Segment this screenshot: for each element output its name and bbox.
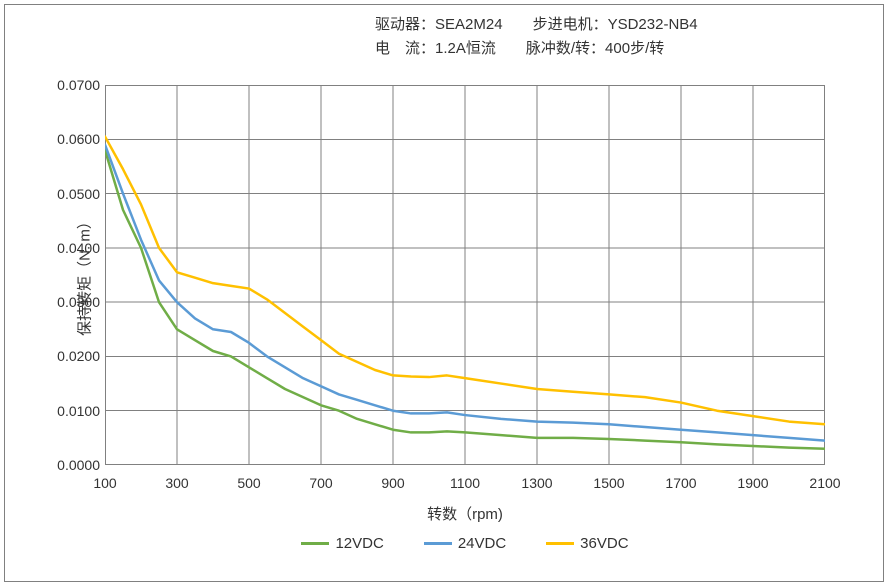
plot-area [105, 85, 825, 465]
info-pulse: 脉冲数/转：400步/转 [526, 37, 664, 61]
x-tick-label: 1500 [593, 475, 624, 491]
info-motor-label: 步进电机： [533, 16, 608, 33]
chart-container: 驱动器：SEA2M24 步进电机：YSD232-NB4 电 流：1.2A恒流 脉… [4, 4, 884, 582]
info-pulse-value: 400步/转 [605, 40, 664, 57]
info-driver: 驱动器：SEA2M24 [375, 13, 503, 37]
legend: 12VDC 24VDC 36VDC [105, 535, 825, 552]
info-motor-value: YSD232-NB4 [608, 16, 698, 33]
info-current: 电 流：1.2A恒流 [375, 37, 496, 61]
y-tick-label: 0.0100 [57, 403, 100, 419]
x-tick-label: 100 [93, 475, 116, 491]
info-pulse-label: 脉冲数/转： [526, 40, 605, 57]
x-tick-label: 700 [309, 475, 332, 491]
info-current-value: 1.2A恒流 [435, 40, 496, 57]
legend-swatch [546, 542, 574, 545]
y-axis-ticks: 0.00000.01000.02000.03000.04000.05000.06… [45, 85, 100, 465]
x-tick-label: 1900 [737, 475, 768, 491]
plot-svg [105, 85, 825, 465]
x-tick-label: 1700 [665, 475, 696, 491]
info-motor: 步进电机：YSD232-NB4 [533, 13, 698, 37]
y-tick-label: 0.0700 [57, 77, 100, 93]
x-tick-label: 300 [165, 475, 188, 491]
legend-item-24VDC: 24VDC [424, 535, 506, 552]
x-tick-label: 1300 [521, 475, 552, 491]
x-axis-label: 转数（rpm) [105, 503, 825, 524]
x-tick-label: 900 [381, 475, 404, 491]
y-tick-label: 0.0300 [57, 294, 100, 310]
x-tick-label: 1100 [450, 475, 480, 491]
info-current-label: 电 流： [375, 40, 435, 57]
info-block: 驱动器：SEA2M24 步进电机：YSD232-NB4 电 流：1.2A恒流 脉… [375, 13, 698, 61]
y-tick-label: 0.0600 [57, 131, 100, 147]
legend-label: 12VDC [335, 535, 383, 552]
legend-label: 24VDC [458, 535, 506, 552]
legend-swatch [424, 542, 452, 545]
legend-label: 36VDC [580, 535, 628, 552]
y-tick-label: 0.0000 [57, 457, 100, 473]
legend-item-12VDC: 12VDC [301, 535, 383, 552]
legend-item-36VDC: 36VDC [546, 535, 628, 552]
x-tick-label: 500 [237, 475, 260, 491]
y-tick-label: 0.0400 [57, 240, 100, 256]
x-tick-label: 2100 [809, 475, 840, 491]
legend-swatch [301, 542, 329, 545]
y-tick-label: 0.0500 [57, 186, 100, 202]
info-driver-value: SEA2M24 [435, 16, 503, 33]
y-tick-label: 0.0200 [57, 348, 100, 364]
x-axis-ticks: 100300500700900110013001500170019002100 [105, 475, 825, 495]
info-driver-label: 驱动器： [375, 16, 435, 33]
